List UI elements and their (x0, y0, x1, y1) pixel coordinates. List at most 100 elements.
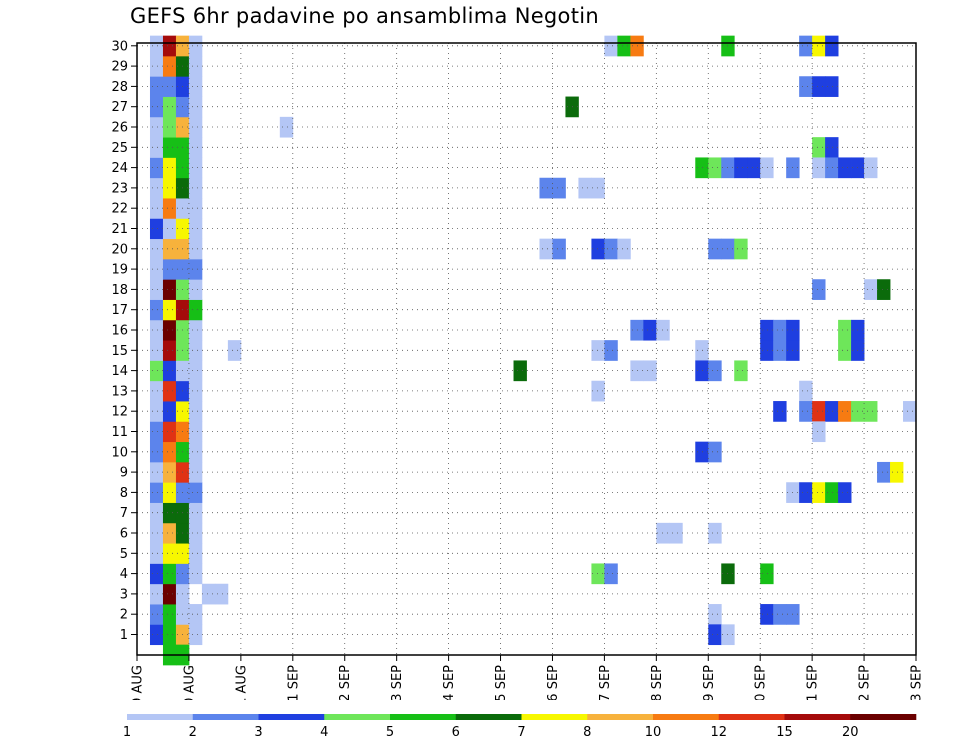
y-tick-label: 17 (111, 303, 128, 318)
legend-level-label: 8 (583, 725, 591, 740)
y-tick-label: 1 (120, 628, 128, 643)
heatmap-cell (695, 360, 709, 382)
heatmap-cell (734, 238, 748, 260)
heatmap-cell (162, 299, 177, 321)
legend-swatch (455, 714, 522, 720)
y-tick-label: 25 (111, 141, 128, 156)
heatmap-cell (812, 35, 826, 57)
heatmap-cell (760, 319, 774, 341)
heatmap-cell (773, 401, 787, 422)
legend-level-label: 6 (452, 725, 460, 740)
heatmap-cell (539, 238, 553, 260)
heatmap-cell (708, 441, 722, 463)
heatmap-cell (890, 461, 904, 483)
heatmap-cell (149, 258, 164, 280)
heatmap-cell (188, 502, 203, 524)
x-tick-label: 30 AUG (182, 665, 197, 700)
y-tick-label: 27 (111, 100, 128, 115)
legend-level-label: 20 (842, 725, 859, 740)
heatmap-cell (279, 116, 294, 138)
heatmap-cell (773, 604, 787, 625)
heatmap-cell (162, 198, 177, 219)
heatmap-cell (188, 279, 203, 300)
heatmap-cell (188, 299, 203, 321)
heatmap-cell (188, 441, 203, 463)
color-legend: 1 2 3 4 5 6 7 8 10 12 15 20 (123, 714, 917, 740)
y-tick-label: 7 (120, 506, 128, 521)
legend-swatch (784, 714, 851, 720)
heatmap-cell (188, 380, 203, 402)
heatmap-cell (799, 482, 813, 503)
x-tick-label: 05 SEP (494, 665, 509, 700)
heatmap-cell (695, 157, 709, 179)
heatmap-cell (838, 157, 852, 179)
ticks-layer: 1234567891011121314151617181920212223242… (111, 39, 924, 700)
heatmap-cell (812, 401, 826, 422)
heatmap-cell (162, 360, 177, 382)
heatmap-cell (214, 583, 229, 605)
heatmap-cell (825, 157, 839, 179)
legend-level-label: 3 (254, 725, 262, 740)
legend-level-label: 10 (645, 725, 662, 740)
heatmap-cell (708, 624, 722, 646)
legend-swatch (587, 714, 654, 720)
heatmap-cell (188, 157, 203, 179)
heatmap-cell (188, 461, 203, 483)
heatmap-cell (188, 624, 203, 646)
y-tick-label: 4 (120, 567, 128, 582)
y-tick-label: 10 (111, 445, 128, 460)
legend-level-label: 7 (517, 725, 525, 740)
heatmap-cell (162, 461, 177, 483)
heatmap-cell (162, 380, 177, 402)
heatmap-cell (773, 340, 787, 361)
heatmap-cell (708, 238, 722, 260)
legend-swatch (653, 714, 720, 720)
heatmap-cell (162, 624, 177, 646)
y-tick-label: 9 (120, 466, 128, 481)
y-tick-label: 11 (111, 425, 128, 440)
heatmap-cell (877, 279, 891, 300)
heatmap-cell (149, 563, 164, 585)
grid-layer (137, 43, 916, 655)
heatmap-cell (188, 55, 203, 77)
heatmap-cell (149, 604, 164, 625)
heatmap-cell (162, 604, 177, 625)
heatmap-cell (162, 583, 177, 605)
heatmap-cell (149, 157, 164, 179)
heatmap-cell (643, 360, 657, 382)
heatmap-cell (149, 55, 164, 77)
heatmap-cell (864, 279, 878, 300)
legend-swatch (258, 714, 325, 720)
legend-swatch (192, 714, 259, 720)
heatmap-cell (188, 35, 203, 57)
heatmap-cell (760, 604, 774, 625)
heatmap-cell (643, 319, 657, 341)
heatmap-cell (799, 35, 813, 57)
chart-title: GEFS 6hr padavine po ansamblima Negotin (130, 4, 599, 28)
heatmap-cell (604, 238, 618, 260)
y-tick-label: 5 (120, 547, 128, 562)
heatmap-cell (656, 319, 670, 341)
y-tick-label: 30 (111, 39, 128, 54)
x-tick-label: 06 SEP (546, 665, 561, 700)
heatmap-cell (162, 137, 177, 158)
heatmap-cell (838, 319, 852, 341)
y-tick-label: 20 (111, 242, 128, 257)
y-tick-label: 29 (111, 60, 128, 75)
x-tick-label: 09 SEP (702, 665, 717, 700)
heatmap-cell (149, 441, 164, 463)
heatmap-cell (591, 177, 605, 199)
x-tick-label: 12 SEP (858, 665, 873, 700)
heatmap-cell (188, 198, 203, 219)
heatmap-cell (604, 35, 618, 57)
y-tick-label: 24 (111, 161, 128, 176)
heatmap-cell (149, 421, 164, 443)
heatmap-cell (188, 76, 203, 97)
heatmap-cell (708, 522, 722, 544)
heatmap-cell (149, 137, 164, 158)
y-tick-label: 15 (111, 344, 128, 359)
heatmap-cell (812, 279, 826, 300)
heatmap-cell (149, 299, 164, 321)
heatmap-cell (591, 340, 605, 361)
heatmap-cell (812, 157, 826, 179)
